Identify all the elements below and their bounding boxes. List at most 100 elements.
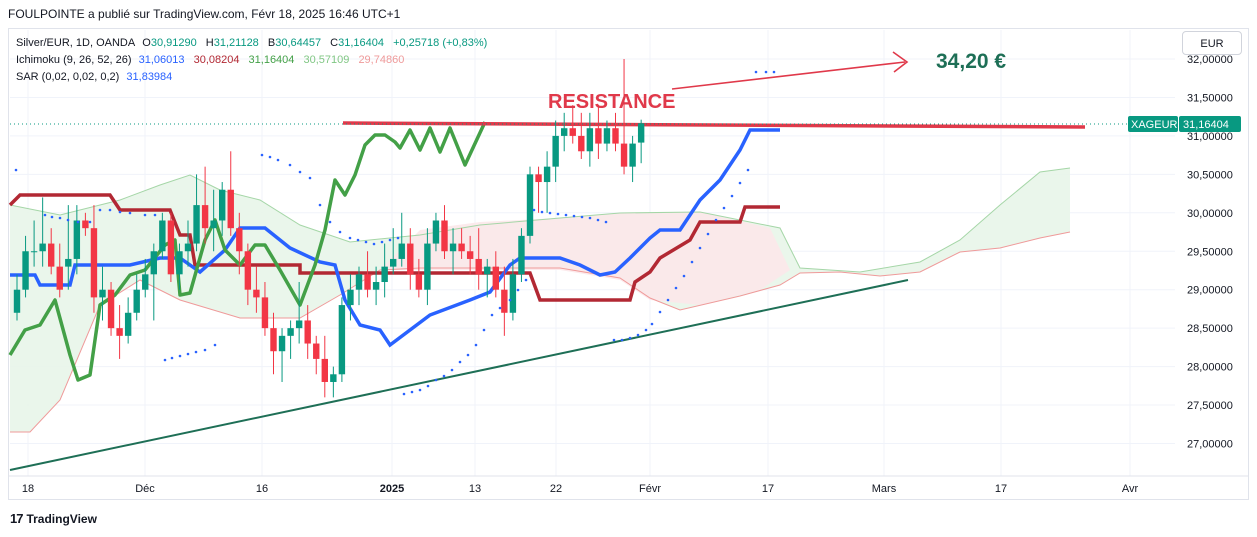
ichimoku-label[interactable]: Ichimoku (9, 26, 52, 26) <box>16 54 132 66</box>
sar-dot <box>128 211 132 215</box>
sar-dot <box>508 298 512 302</box>
sar-dot <box>490 313 494 317</box>
tradingview-logo[interactable]: 17 TradingView <box>10 511 97 526</box>
high-label: H <box>205 37 214 49</box>
candle <box>236 212 243 275</box>
candle-body <box>48 243 55 267</box>
sar-dot <box>364 240 368 244</box>
candle <box>176 243 183 290</box>
candle <box>82 212 89 236</box>
candle <box>133 274 140 321</box>
sar-dot <box>338 230 342 234</box>
candle-body <box>484 266 491 275</box>
target-arrow <box>671 61 906 90</box>
candle <box>261 282 269 336</box>
sar-dot <box>426 384 430 388</box>
sar-dot <box>356 238 360 242</box>
candle <box>526 166 534 244</box>
candle <box>449 228 457 275</box>
candle <box>424 228 431 306</box>
x-tick-label: 2025 <box>380 483 404 495</box>
x-tick-label: 18 <box>22 483 34 495</box>
sar-dot <box>764 70 768 74</box>
candle-body <box>466 251 474 259</box>
candle <box>244 243 252 306</box>
candle <box>278 328 286 382</box>
sar-dot <box>572 214 576 218</box>
sar-label[interactable]: SAR (0,02, 0,02, 0,2) <box>16 71 120 83</box>
candle <box>390 228 397 275</box>
candle <box>501 266 508 336</box>
candle <box>295 282 303 344</box>
sar-dot <box>348 236 352 240</box>
candle-body <box>347 289 354 306</box>
sar-dot <box>418 388 422 392</box>
candle <box>167 212 175 283</box>
candle-body <box>458 243 465 252</box>
sar-dot <box>450 368 454 372</box>
candle-body <box>39 243 46 252</box>
candle <box>313 335 320 375</box>
sar-dot <box>268 155 272 159</box>
candle-body <box>13 289 21 313</box>
candle-body <box>441 220 448 252</box>
candle <box>90 205 98 313</box>
sar-dot <box>738 181 742 185</box>
sar-dot <box>380 240 384 244</box>
close-value: 31,16404 <box>338 37 385 49</box>
candle <box>372 266 380 306</box>
candle <box>415 258 423 298</box>
currency-button[interactable]: EUR <box>1182 31 1242 55</box>
sar-dot <box>276 158 280 162</box>
candle-body <box>184 243 192 252</box>
y-tick-label: 27,50000 <box>1187 400 1233 412</box>
candle-body <box>99 289 106 298</box>
sar-dot <box>88 220 92 224</box>
candle-body <box>82 220 89 229</box>
candle <box>159 212 166 259</box>
sar-dot <box>524 278 528 282</box>
candle <box>347 274 354 321</box>
candle-body <box>595 128 602 144</box>
candle-body <box>236 228 243 252</box>
sar-dot <box>658 310 662 314</box>
resistance-label: RESISTANCE <box>548 91 675 113</box>
candle-body <box>150 251 157 275</box>
candle-body <box>475 258 482 275</box>
sar-dot <box>474 343 478 347</box>
sar-dot <box>532 208 536 212</box>
y-tick-label: 30,50000 <box>1187 169 1233 181</box>
sar-dot <box>50 215 54 219</box>
tradingview-brand: TradingView <box>26 511 97 526</box>
low-label: B <box>267 37 276 49</box>
candle <box>466 235 474 275</box>
candle-body <box>526 174 534 236</box>
target-arrowhead <box>892 51 909 73</box>
candle <box>586 112 594 167</box>
candle <box>543 151 551 213</box>
candle <box>219 182 226 236</box>
candle-body <box>278 335 286 352</box>
sar-dot <box>666 298 670 302</box>
sar-dot <box>706 232 710 236</box>
sar-dot <box>772 70 776 74</box>
candle-body <box>569 128 576 136</box>
sar-dot <box>308 176 312 180</box>
sar-dot <box>516 288 520 292</box>
tenkan-line <box>10 128 780 348</box>
sar-dot <box>644 328 648 332</box>
candle-body <box>381 266 388 283</box>
sar-value: 31,83984 <box>126 71 173 83</box>
candle-body <box>133 289 140 313</box>
sar-dot <box>588 216 592 220</box>
candle <box>518 228 525 283</box>
sar-dot <box>596 218 600 222</box>
candle <box>116 305 123 359</box>
candle-body <box>253 289 260 298</box>
sar-dot <box>442 374 446 378</box>
candle <box>492 251 499 298</box>
close-label: C <box>330 37 339 49</box>
candle-body <box>432 220 440 244</box>
legend-symbol[interactable]: Silver/EUR, 1D, OANDA <box>16 37 136 49</box>
